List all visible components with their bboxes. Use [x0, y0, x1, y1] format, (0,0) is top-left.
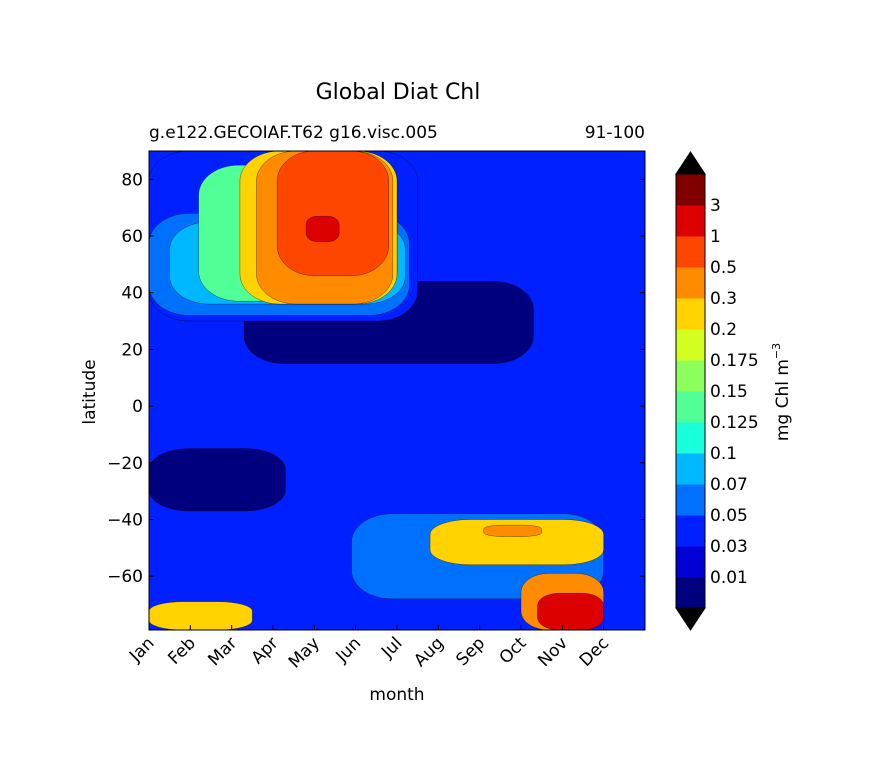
x-tick-label: Oct — [496, 633, 531, 668]
colorbar-tick-label: 1 — [710, 227, 721, 247]
colorbar-label-superscript: −3 — [770, 343, 783, 359]
plot-area — [148, 150, 646, 631]
colorbar-tick-label: 0.05 — [710, 506, 748, 526]
colorbar-tick-label: 0.01 — [710, 568, 748, 588]
x-tick-label: Jul — [377, 633, 406, 662]
x-axis-label: month — [369, 685, 424, 705]
colorbar-segment — [676, 391, 705, 423]
colorbar-tick-label: 0.5 — [710, 258, 737, 278]
x-tick-label: Apr — [248, 633, 283, 668]
colorbar-segment — [676, 453, 705, 485]
x-tick-label: Jun — [332, 633, 366, 667]
x-tick-label: Sep — [452, 633, 489, 670]
colorbar-tick-label: 0.2 — [710, 320, 737, 340]
contour-region-south-summer-0.5 — [483, 524, 542, 537]
contour-region-north-spring-3 — [305, 215, 340, 242]
chart-subtitle-right: 91-100 — [585, 123, 645, 143]
colorbar-tick-label: 3 — [710, 196, 721, 216]
colorbar-extend-min — [675, 607, 706, 631]
colorbar: 0.01 0.03 0.05 0.07 0.1 0.125 0.15 0.175 0.2 0.3 0… — [675, 151, 759, 631]
x-axis: Jan Feb Mar Apr May Jun Jul Aug Sep Oct Nov Dec — [125, 625, 613, 672]
contour-region-north-spring-1 — [276, 151, 389, 276]
x-tick-label: Feb — [164, 633, 199, 668]
x-tick-label: Dec — [576, 633, 613, 670]
colorbar-label-text: mg Chl m — [773, 359, 793, 441]
colorbar-tick-label: 0.1 — [710, 444, 737, 464]
y-tick-label: −40 — [107, 510, 143, 530]
chart-subtitle-left: g.e122.GECOIAF.T62 g16.visc.005 — [149, 123, 438, 143]
colorbar-tick-label: 0.03 — [710, 537, 748, 557]
colorbar-segment — [676, 546, 705, 578]
contour-region-south-summer-0.3 — [429, 519, 604, 566]
y-tick-label: 20 — [121, 340, 143, 360]
y-tick-label: 80 — [121, 170, 143, 190]
y-tick-label: −20 — [107, 454, 143, 474]
x-tick-label: Jan — [125, 633, 158, 666]
colorbar-tick-label: 0.3 — [710, 289, 737, 309]
colorbar-segment — [676, 360, 705, 392]
contour-region-antarctic-bloom-3 — [537, 592, 604, 630]
colorbar-tick-label: 0.125 — [710, 413, 759, 433]
colorbar-segment — [676, 236, 705, 268]
x-tick-label: Aug — [410, 633, 448, 671]
colorbar-label: mg Chl m−3 — [770, 343, 793, 441]
colorbar-segment — [676, 205, 705, 237]
colorbar-frame — [675, 173, 706, 609]
colorbar-tick-label: 0.15 — [710, 382, 748, 402]
x-tick-label: Mar — [204, 633, 241, 670]
colorbar-segment — [676, 267, 705, 299]
colorbar-segment — [676, 174, 705, 206]
y-tick-label: 40 — [121, 284, 143, 304]
y-axis-label: latitude — [80, 359, 100, 424]
colorbar-tick-label: 0.07 — [710, 475, 748, 495]
y-tick-label: 0 — [132, 397, 143, 417]
colorbar-segment — [676, 577, 705, 609]
x-tick-label: May — [285, 633, 324, 672]
colorbar-segment — [676, 484, 705, 516]
colorbar-segment — [676, 515, 705, 547]
colorbar-tick-label: 0.175 — [710, 351, 759, 371]
colorbar-segment — [676, 298, 705, 330]
y-tick-label: 60 — [121, 227, 143, 247]
chart-title: Global Diat Chl — [316, 80, 481, 105]
contour-region-subtropics-south-low — [149, 448, 286, 512]
x-tick-label: Nov — [534, 633, 572, 671]
colorbar-extend-max — [675, 151, 706, 175]
y-tick-label: −60 — [107, 567, 143, 587]
colorbar-segment — [676, 422, 705, 454]
contour-region-antarctic-jan-0.3 — [149, 601, 253, 630]
colorbar-segment — [676, 329, 705, 361]
y-axis: 80 60 40 20 0 −20 −40 −60 — [107, 170, 645, 587]
